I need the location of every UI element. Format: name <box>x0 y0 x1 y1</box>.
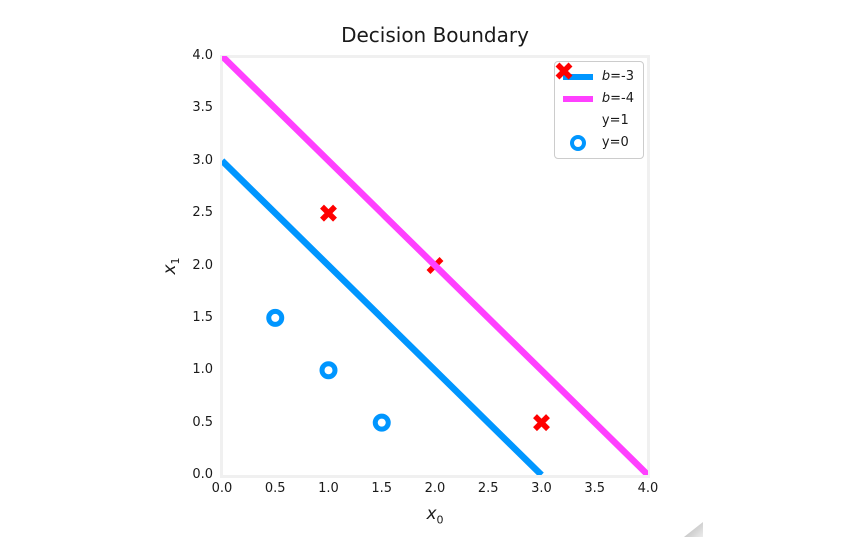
y-tick-label-2.5: 2.5 <box>192 205 213 221</box>
y-tick-label-1.0: 1.0 <box>192 362 213 378</box>
decision-boundary-line-b-4 <box>222 56 648 475</box>
x-axis-label-base: x <box>426 504 437 524</box>
y-tick-label-4.0: 4.0 <box>192 48 213 63</box>
legend-label: b=-4 <box>601 91 634 106</box>
y-tick-label-0.5: 0.5 <box>192 414 213 430</box>
scatter-point-y0-x1.5-y0.5 <box>372 413 391 432</box>
legend-item-y1: y=1 <box>555 62 634 132</box>
scatter-point-y0-x1-y1 <box>319 361 338 380</box>
y-axis-label-base: x <box>159 264 180 275</box>
x-tick-label-4.0: 4.0 <box>637 481 659 496</box>
x-tick-label-2.5: 2.5 <box>477 481 499 496</box>
x-axis-label-sub: 0 <box>436 513 444 527</box>
x-marker-icon <box>555 62 573 80</box>
plot-area: b=-3 b=-4 y=1 y=0 <box>222 56 648 475</box>
resize-grip[interactable] <box>684 522 703 537</box>
legend-label: y=1 <box>601 113 629 128</box>
x-tick-label-0.5: 0.5 <box>264 481 286 496</box>
line-swatch <box>562 96 593 102</box>
scatter-point-y0-x0.5-y1.5 <box>266 308 285 327</box>
x-tick-label-0.0: 0.0 <box>211 481 233 496</box>
circle-marker-icon <box>569 135 586 151</box>
y-tick-label-1.5: 1.5 <box>192 309 213 325</box>
scatter-point-y1-x3-y0.5 <box>533 414 550 432</box>
decision-boundary-line-b-3 <box>222 158 544 475</box>
plot-canvas <box>222 56 648 475</box>
legend-line-swatch <box>561 74 595 80</box>
y-tick-label-0.0: 0.0 <box>192 467 213 482</box>
legend-line-swatch <box>561 96 595 102</box>
x-tick-label-2.0: 2.0 <box>424 481 446 496</box>
y-tick-label-3.0: 3.0 <box>192 152 213 168</box>
x-tick-label-3.0: 3.0 <box>531 481 552 496</box>
line-swatch <box>562 74 593 80</box>
scatter-point-y1-x1-y2.5 <box>320 204 337 222</box>
x-axis-label: x0 <box>426 503 443 531</box>
y-axis-label: x1 <box>159 257 187 274</box>
y-tick-label-2.0: 2.0 <box>192 257 213 273</box>
legend-label: b=-3 <box>601 69 634 84</box>
y-axis-label-sub: 1 <box>169 257 183 265</box>
legend-label: y=0 <box>601 135 629 150</box>
legend-item-b-4: b=-4 <box>561 88 634 110</box>
legend: b=-3 b=-4 y=1 y=0 <box>553 61 644 159</box>
legend-o-marker <box>561 135 595 151</box>
y-tick-label-3.5: 3.5 <box>192 100 213 116</box>
chart-title: Decision Boundary <box>341 23 529 47</box>
legend-item-b-3: b=-3 <box>561 66 634 88</box>
x-tick-label-3.5: 3.5 <box>584 481 606 496</box>
x-tick-label-1.5: 1.5 <box>371 481 393 496</box>
x-tick-label-1.0: 1.0 <box>318 481 339 496</box>
legend-item-y0: y=0 <box>561 132 634 154</box>
